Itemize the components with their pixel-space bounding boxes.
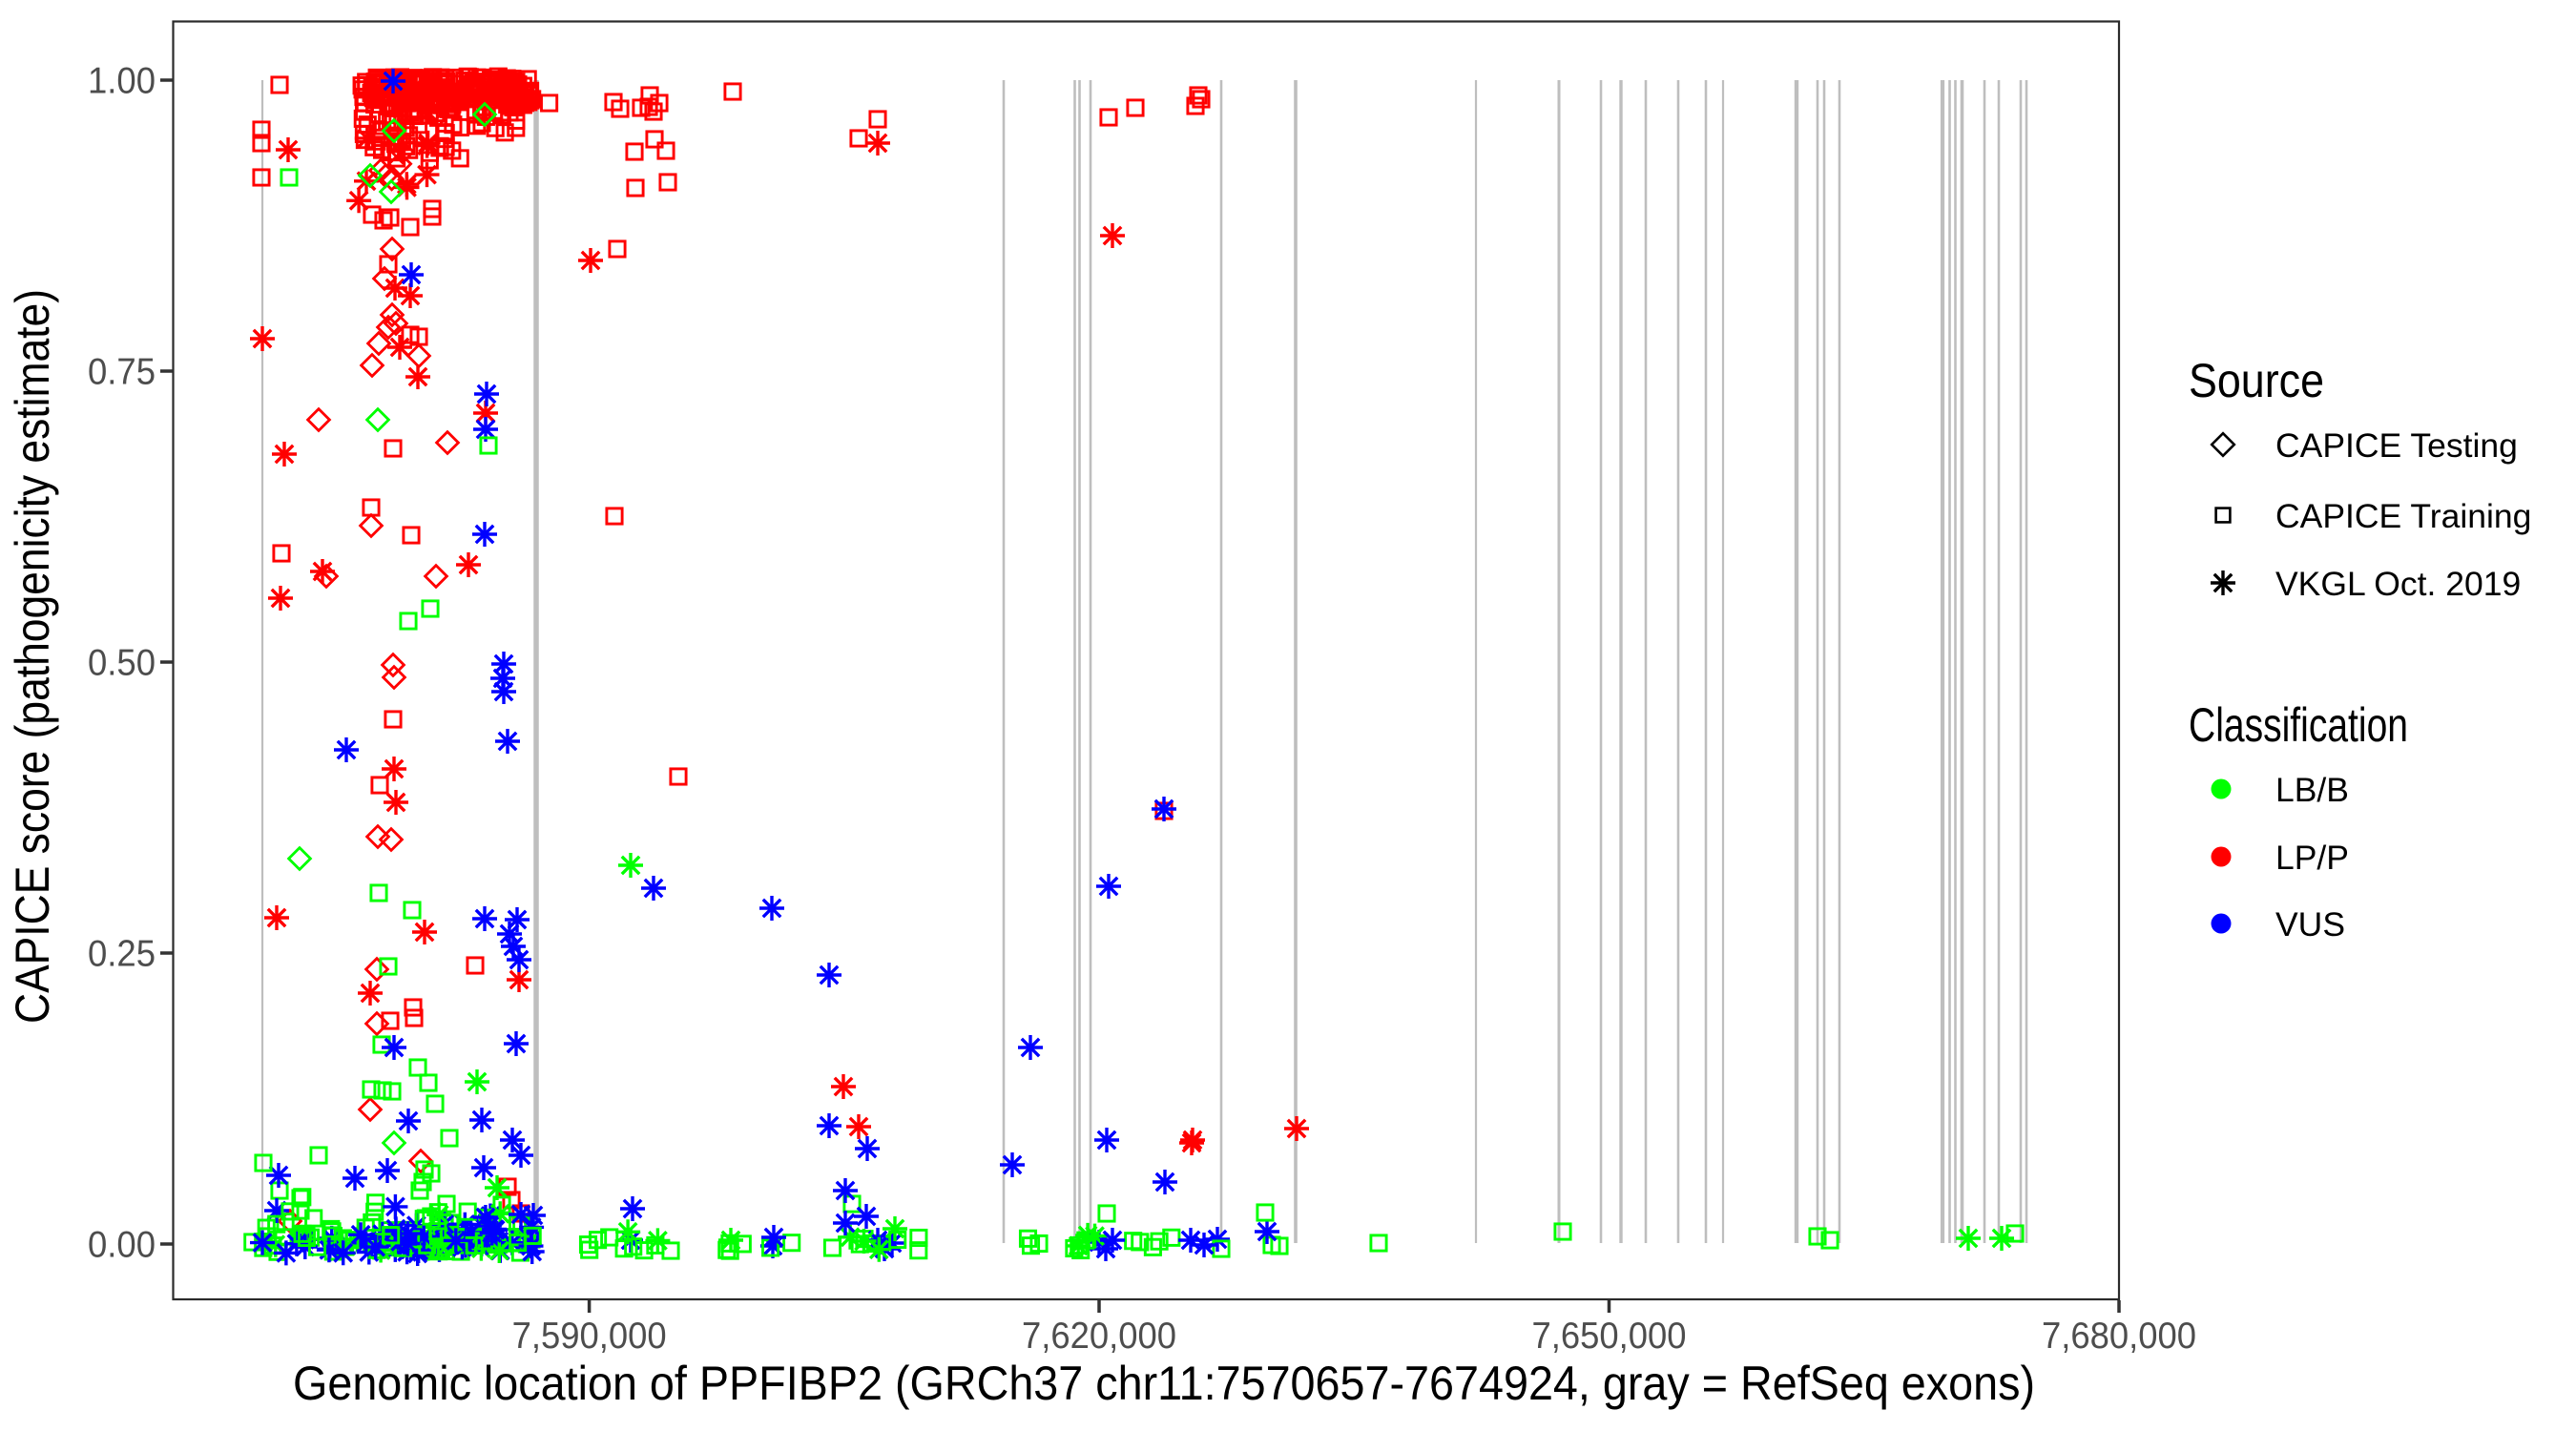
svg-text:VUS: VUS (2275, 905, 2345, 944)
svg-text:CAPICE Training: CAPICE Training (2275, 497, 2531, 535)
svg-text:LP/P: LP/P (2275, 839, 2349, 877)
svg-text:0.00: 0.00 (88, 1225, 156, 1266)
svg-text:Source: Source (2189, 354, 2324, 407)
svg-text:0.50: 0.50 (88, 643, 156, 684)
svg-text:7,590,000: 7,590,000 (512, 1316, 667, 1357)
svg-text:1.00: 1.00 (88, 61, 156, 102)
svg-text:CAPICE score (pathogenicity es: CAPICE score (pathogenicity estimate) (6, 289, 59, 1024)
svg-text:0.25: 0.25 (88, 934, 156, 975)
svg-text:Classification: Classification (2189, 698, 2408, 752)
svg-text:Genomic location of PPFIBP2 (G: Genomic location of PPFIBP2 (GRCh37 chr1… (293, 1357, 2035, 1410)
svg-text:7,680,000: 7,680,000 (2042, 1316, 2196, 1357)
svg-text:VKGL Oct. 2019: VKGL Oct. 2019 (2275, 565, 2521, 603)
svg-text:7,650,000: 7,650,000 (1532, 1316, 1687, 1357)
svg-text:LB/B: LB/B (2275, 771, 2349, 809)
svg-text:7,620,000: 7,620,000 (1022, 1316, 1176, 1357)
svg-text:CAPICE Testing: CAPICE Testing (2275, 426, 2518, 465)
svg-text:0.75: 0.75 (88, 352, 156, 393)
